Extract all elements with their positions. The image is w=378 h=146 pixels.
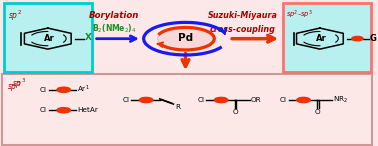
Text: B$_2$(NMe$_2$)$_4$: B$_2$(NMe$_2$)$_4$ [92,23,136,35]
Text: X: X [85,33,92,42]
Text: Pd: Pd [178,33,193,43]
Bar [0,0,375,73]
Text: NR$_2$: NR$_2$ [333,94,348,105]
Circle shape [57,108,70,113]
Text: $\mathit{sp^2}$: $\mathit{sp^2}$ [8,9,22,23]
Text: Ar: Ar [43,34,54,43]
Text: Borylation: Borylation [89,11,139,20]
Text: Ar$^1$: Ar$^1$ [77,84,90,95]
Text: $\mathit{sp^2}$–$\mathit{sp^3}$: $\mathit{sp^2}$–$\mathit{sp^3}$ [286,9,313,21]
Text: $\mathit{sp^3}$: $\mathit{sp^3}$ [12,77,26,92]
Circle shape [57,87,70,92]
Text: cross-coupling: cross-coupling [210,25,276,34]
Text: Cl: Cl [122,97,129,103]
Text: O: O [232,109,238,115]
Text: HetAr: HetAr [77,107,98,113]
Circle shape [214,97,228,103]
Bar [2,74,372,145]
Circle shape [158,28,213,49]
Circle shape [297,97,310,103]
Text: Ar: Ar [316,34,327,43]
Text: $\mathit{sp^3}$: $\mathit{sp^3}$ [7,80,21,94]
Text: O: O [315,109,321,115]
Bar [283,3,371,72]
Circle shape [139,97,153,103]
Text: OR: OR [250,97,261,103]
Text: Cl: Cl [280,97,287,103]
Bar [4,3,92,72]
Text: Cl: Cl [40,107,47,113]
Text: G: G [370,34,377,43]
Text: Suzuki-Miyaura: Suzuki-Miyaura [208,11,278,20]
Text: R: R [175,104,180,110]
Circle shape [352,36,363,41]
Text: Cl: Cl [197,97,204,103]
Text: Cl: Cl [40,87,47,93]
